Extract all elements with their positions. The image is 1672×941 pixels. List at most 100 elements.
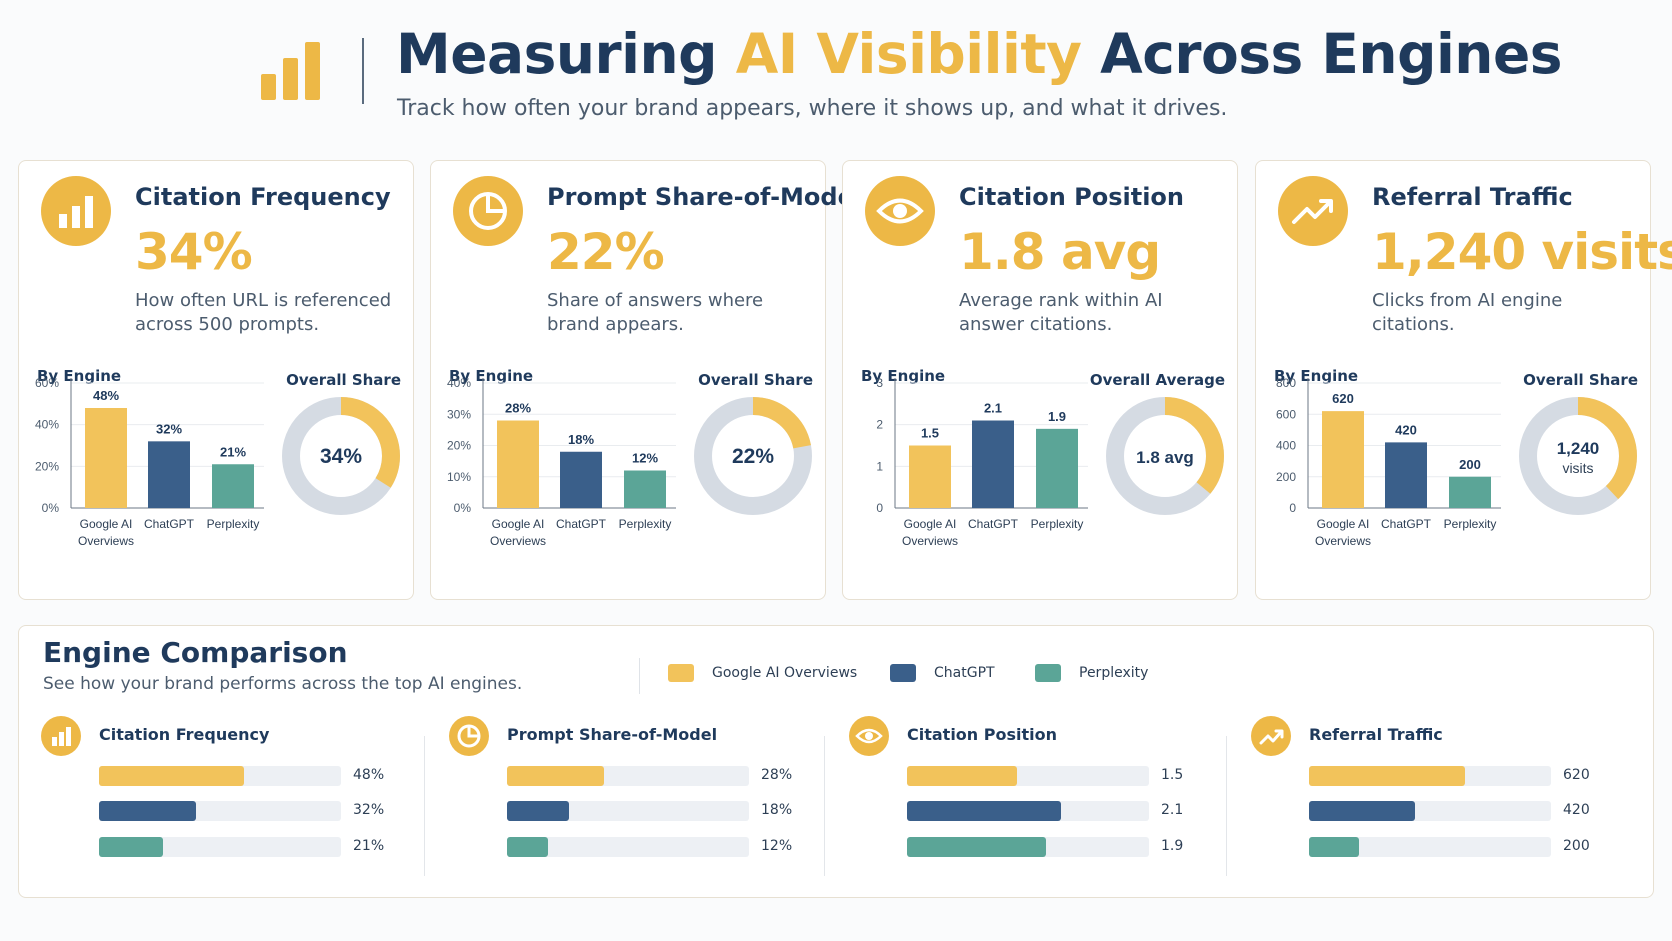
card-chart: 0 200 400 600 800 620 Google AI Overviews 420 Cha… (1276, 376, 1637, 548)
data-label: 620 (1332, 391, 1354, 406)
data-label: 48% (93, 388, 119, 403)
comparison-metric: Citation Position 1.5 2.1 1.9 (849, 716, 1229, 886)
card-description: Average rank within AI answer citations. (959, 290, 1163, 335)
card-title: Citation Position (959, 183, 1184, 211)
comparison-metric-title: Referral Traffic (1309, 725, 1443, 744)
card-value: 1.8 avg (959, 223, 1161, 281)
pie-chart-icon (453, 176, 523, 246)
legend-swatch (890, 664, 916, 682)
overall-label: Overall Share (286, 371, 401, 389)
column-separator (424, 736, 425, 876)
title-part-1: Measuring (396, 22, 736, 86)
data-label: 200 (1459, 457, 1481, 472)
y-tick-label: 200 (1276, 470, 1296, 484)
bar-value: 2.1 (1161, 802, 1184, 818)
x-tick-label: Google AI (80, 517, 133, 531)
y-tick-label: 0 (1289, 501, 1296, 515)
bar (1322, 411, 1364, 508)
y-tick-label: 0% (42, 501, 60, 515)
card-title: Citation Frequency (135, 183, 391, 211)
data-label: 420 (1395, 422, 1417, 437)
y-tick-label: 20% (35, 459, 59, 473)
donut-unit: visits (1562, 460, 1593, 476)
title-part-2: Across Engines (1081, 22, 1562, 86)
bar (909, 445, 951, 508)
bar-fill (1309, 766, 1466, 786)
y-tick-label: 3 (876, 376, 883, 390)
card-description: Share of answers where brand appears. (547, 290, 764, 335)
legend-label: Google AI Overviews (712, 665, 858, 681)
engine-comparison-panel: Engine Comparison See how your brand per… (18, 625, 1654, 898)
x-tick-label: ChatGPT (1381, 517, 1432, 531)
donut-segment (1519, 397, 1637, 515)
data-label: 32% (156, 421, 182, 436)
x-tick-label: ChatGPT (144, 517, 195, 531)
bar-fill (507, 766, 604, 786)
card-value: 1,240 visits (1372, 223, 1672, 281)
legend-label: Perplexity (1079, 665, 1149, 681)
x-tick-label: Overviews (902, 534, 958, 548)
by-engine-label: By Engine (449, 367, 534, 385)
bar-track (1309, 837, 1551, 857)
card-citation-frequency: Citation Frequency 34% How often URL is … (18, 160, 414, 600)
donut-value: 34% (320, 445, 362, 468)
bar-track (507, 801, 749, 821)
card-citation-position: Citation Position 1.8 avg Average rank w… (842, 160, 1238, 600)
y-tick-label: 600 (1276, 407, 1296, 421)
data-label: 1.9 (1048, 409, 1066, 424)
y-tick-label: 800 (1276, 376, 1296, 390)
y-tick-label: 0 (876, 501, 883, 515)
by-engine-label: By Engine (37, 367, 122, 385)
title-highlight: AI Visibility (735, 22, 1082, 86)
overall-label: Overall Average (1089, 371, 1225, 389)
by-engine-label: By Engine (1274, 367, 1359, 385)
card-title: Referral Traffic (1372, 183, 1573, 211)
x-tick-label: Overviews (78, 534, 134, 548)
bar-fill (99, 801, 196, 821)
donut-segment (1106, 397, 1224, 515)
legend-item-chatgpt: ChatGPT (890, 664, 995, 682)
bar-track (99, 766, 341, 786)
donut-segment (282, 397, 400, 515)
data-label: 18% (568, 432, 594, 447)
bar-track (1309, 801, 1551, 821)
x-tick-label: ChatGPT (968, 517, 1019, 531)
bar-value: 18% (761, 802, 793, 818)
bar-fill (99, 766, 245, 786)
data-label: 28% (505, 401, 531, 416)
comparison-metric: Referral Traffic 620 420 200 (1251, 716, 1631, 886)
donut-segment (694, 397, 812, 515)
trend-up-icon (1278, 176, 1348, 246)
bar-track (907, 766, 1149, 786)
bar-fill (99, 837, 163, 857)
card-chart: 0% 20% 40% 60% 48% Google AI Overviews 32% ChatG… (35, 376, 400, 548)
x-tick-label: Perplexity (207, 517, 260, 531)
bar-value: 1.5 (1161, 767, 1184, 783)
trend-up-icon (1251, 716, 1291, 756)
bar (148, 441, 190, 508)
bar (212, 464, 254, 508)
page-title: Measuring AI Visibility Across Engines (396, 22, 1562, 86)
bar-value: 200 (1563, 838, 1590, 854)
bar-fill (907, 766, 1017, 786)
bar (1449, 476, 1491, 508)
bar-value: 48% (353, 767, 385, 783)
x-tick-label: Google AI (1317, 517, 1370, 531)
x-tick-label: Overviews (1315, 534, 1371, 548)
y-tick-label: 40% (447, 376, 471, 390)
card-value: 22% (547, 223, 665, 281)
donut-value: 1,240 (1557, 439, 1600, 458)
bar-value: 12% (761, 838, 793, 854)
page-subtitle: Track how often your brand appears, wher… (397, 96, 1228, 121)
x-tick-label: Overviews (490, 534, 546, 548)
column-separator (824, 736, 825, 876)
comparison-metric: Citation Frequency 48% 32% 21% (41, 716, 421, 886)
bar-track (907, 801, 1149, 821)
comparison-metric-title: Prompt Share-of-Model (507, 725, 718, 744)
bar-track (507, 837, 749, 857)
eye-icon (849, 716, 889, 756)
bar-fill (1309, 837, 1360, 857)
y-tick-label: 60% (35, 376, 59, 390)
bar-value: 32% (353, 802, 385, 818)
bar-track (99, 801, 341, 821)
